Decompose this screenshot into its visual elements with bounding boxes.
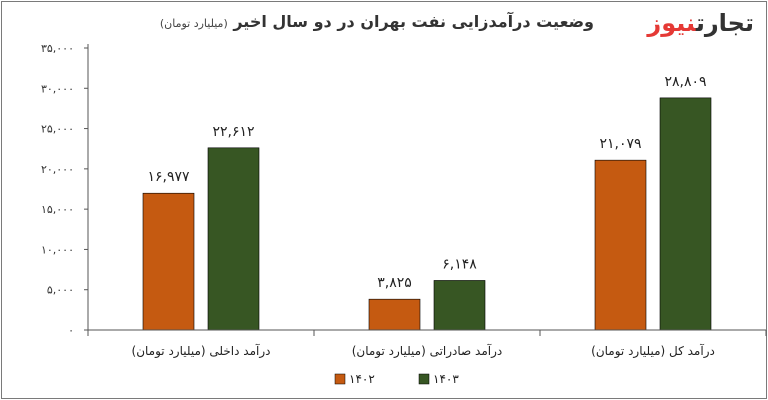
legend-swatch [334, 373, 346, 385]
bar [207, 147, 260, 331]
chart-title-text: وضعیت درآمدزایی نفت بهران در دو سال اخیر [233, 12, 594, 31]
bar-value-label: ۱۶,۹۷۷ [147, 169, 190, 185]
bar [659, 97, 712, 331]
logo-word-1: تجارت [695, 9, 754, 37]
x-category-label: درآمد صادراتی (میلیارد تومان) [352, 343, 503, 359]
y-tick-label: ۲۵,۰۰۰ [41, 123, 74, 136]
legend: ۱۴۰۲ ۱۴۰۳ [334, 372, 459, 386]
legend-swatch [418, 373, 430, 385]
x-category-label: درآمد کل (میلیارد تومان) [591, 343, 715, 359]
bar [433, 280, 486, 331]
legend-label: ۱۴۰۳ [433, 372, 459, 386]
chart-subtitle: (میلیارد تومان) [159, 17, 228, 30]
logo-word-2: نیوز [647, 9, 696, 37]
y-tick-label: ۵,۰۰۰ [47, 284, 74, 297]
y-tick-label: ۰ [68, 324, 74, 337]
chart-title: وضعیت درآمدزایی نفت بهران در دو سال اخیر… [160, 12, 594, 31]
x-axis: درآمد داخلی (میلیارد تومان) درآمد صادراتی… [87, 329, 767, 359]
bar-group: ۱۶,۹۷۷ ۳,۸۲۵ ۲۱,۰۷۹ ۲۲,۶۱۲ ۶,۱۴۸ ۲۸,۸۰۹ [142, 74, 712, 331]
bar [368, 298, 421, 331]
y-tick-label: ۲۰,۰۰۰ [41, 163, 74, 176]
y-tick-label: ۳۰,۰۰۰ [41, 82, 74, 95]
y-axis: ۰ ۵,۰۰۰ ۱۰,۰۰۰ ۱۵,۰۰۰ ۲۰,۰۰۰ ۲۵,۰۰۰ ۳۰,۰۰۰ ۳۵,۰… [41, 42, 89, 337]
bar-value-label: ۲۸,۸۰۹ [664, 74, 706, 90]
y-tick-label: ۱۰,۰۰۰ [41, 243, 74, 256]
y-tick-label: ۱۵,۰۰۰ [41, 203, 74, 216]
bar-value-label: ۶,۱۴۸ [442, 256, 477, 272]
bar-value-label: ۲۱,۰۷۹ [599, 136, 641, 152]
brand-logo: تجارتنیوز [647, 8, 754, 38]
bar [142, 192, 195, 331]
bar-value-label: ۳,۸۲۵ [377, 275, 412, 291]
legend-label: ۱۴۰۲ [349, 372, 375, 386]
x-category-label: درآمد داخلی (میلیارد تومان) [132, 343, 271, 359]
y-tick-label: ۳۵,۰۰۰ [41, 42, 74, 55]
bar-value-label: ۲۲,۶۱۲ [212, 124, 254, 140]
bar [594, 159, 647, 331]
